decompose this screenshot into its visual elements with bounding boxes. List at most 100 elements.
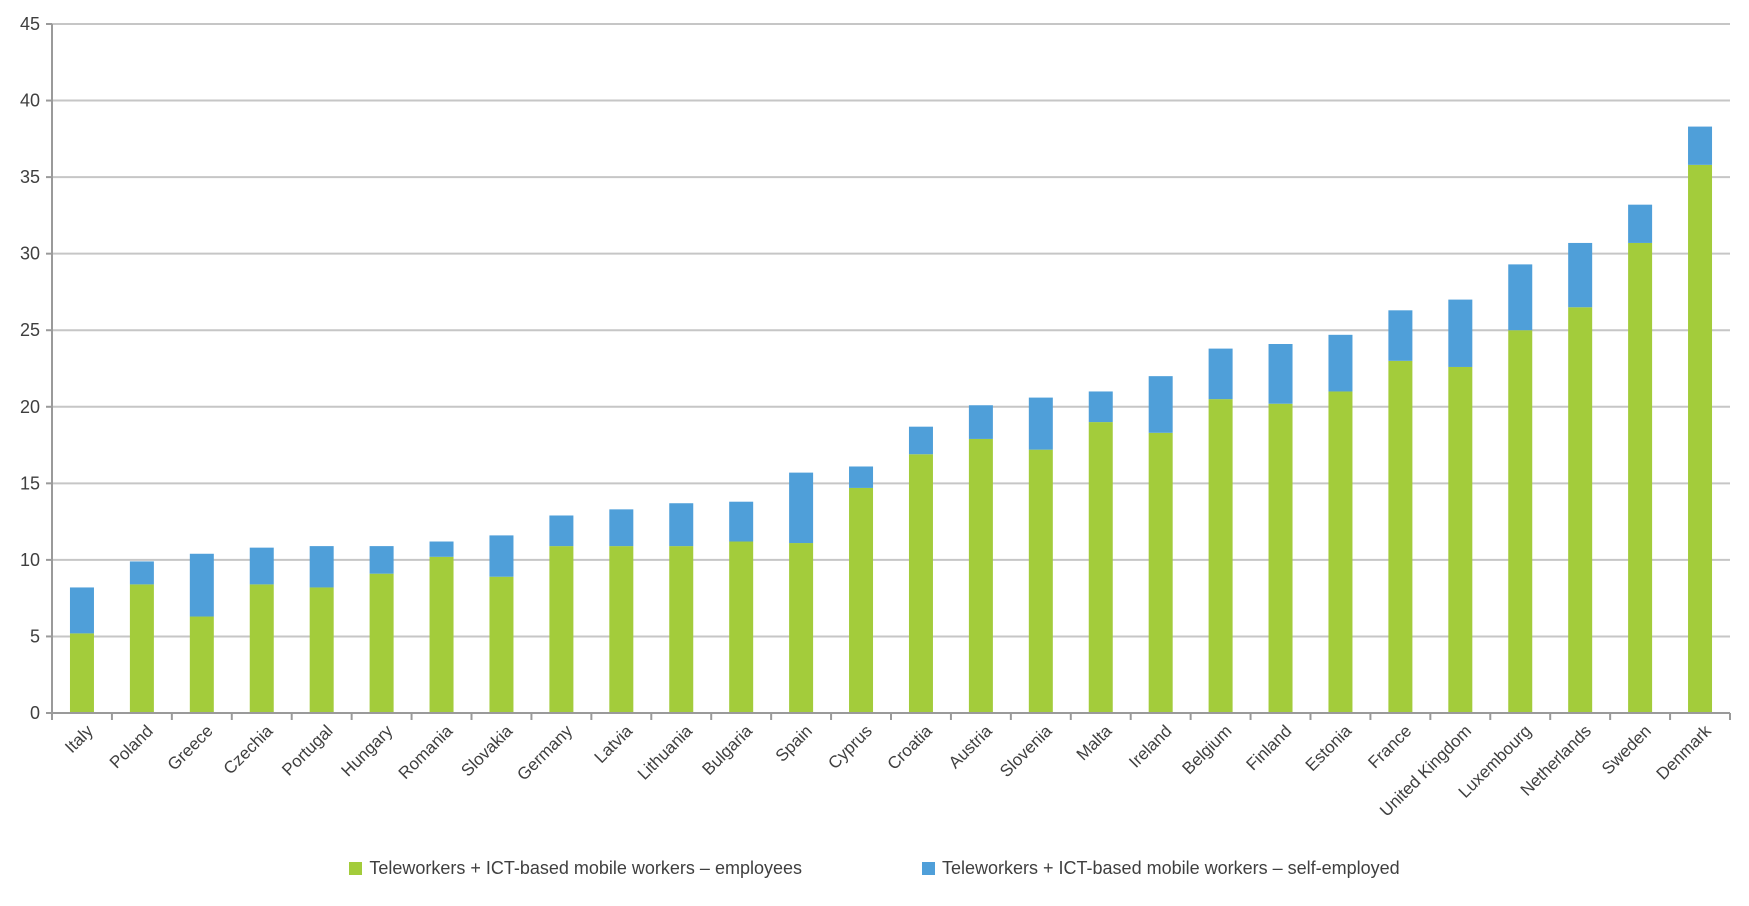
x-axis-label: Belgium bbox=[1179, 721, 1236, 778]
x-axis-label: Austria bbox=[945, 721, 996, 772]
bar-segment-employees bbox=[1148, 432, 1173, 713]
bar-segment-employees bbox=[1448, 366, 1473, 713]
x-axis-label: Cyprus bbox=[824, 721, 876, 773]
chart-area: 0 5 10 15 20 25 30 35 40 45 Italy Poland Greece Czech… bbox=[20, 14, 1731, 820]
bar-segment-self-employed bbox=[189, 553, 214, 617]
bar-segment-employees bbox=[1208, 399, 1233, 713]
bar-segment-self-employed bbox=[429, 541, 454, 557]
legend-label-employees: Teleworkers + ICT-based mobile workers –… bbox=[369, 857, 802, 878]
x-axis-label: Romania bbox=[395, 721, 457, 783]
legend-swatch-employees-icon bbox=[349, 861, 363, 875]
x-axis-label: Denmark bbox=[1653, 721, 1716, 784]
bar-segment-employees bbox=[309, 587, 334, 713]
bar-segment-employees bbox=[1688, 164, 1713, 713]
bar-segment-self-employed bbox=[489, 535, 514, 577]
chart-legend: Teleworkers + ICT-based mobile workers –… bbox=[0, 848, 1749, 888]
bar-segment-self-employed bbox=[309, 546, 334, 588]
bar-segment-employees bbox=[249, 584, 274, 713]
legend-item-employees: Teleworkers + ICT-based mobile workers –… bbox=[349, 858, 802, 879]
bar-segment-self-employed bbox=[1028, 397, 1053, 450]
bar-segment-employees bbox=[429, 556, 454, 713]
x-axis-label: Portugal bbox=[278, 721, 336, 779]
bar-segment-employees bbox=[849, 487, 874, 713]
x-axis-label: Lithuania bbox=[634, 721, 697, 784]
bar-segment-employees bbox=[1028, 449, 1053, 713]
bar-segment-employees bbox=[609, 546, 634, 713]
bar-segment-employees bbox=[908, 454, 933, 713]
legend-swatch-self-employed-icon bbox=[922, 861, 935, 875]
x-axis-label: Greece bbox=[164, 721, 217, 774]
x-axis-label: Bulgaria bbox=[698, 721, 756, 779]
bar-segment-self-employed bbox=[1508, 264, 1533, 331]
x-axis-label: Ireland bbox=[1125, 721, 1175, 771]
bar-segment-self-employed bbox=[908, 426, 933, 455]
bar-segment-employees bbox=[129, 584, 154, 713]
x-axis-label: Germany bbox=[513, 721, 576, 784]
y-axis-label: 30 bbox=[20, 244, 40, 264]
bar-segment-employees bbox=[669, 546, 694, 713]
bar-segment-employees bbox=[189, 616, 214, 713]
y-axis-label: 40 bbox=[20, 91, 40, 111]
bar-segment-self-employed bbox=[1688, 126, 1713, 165]
x-axis-label: Malta bbox=[1073, 721, 1116, 764]
y-axis-label: 45 bbox=[20, 14, 40, 34]
bar-segment-self-employed bbox=[1388, 310, 1413, 361]
y-axis-label: 5 bbox=[30, 626, 40, 646]
y-axis-label: 25 bbox=[20, 320, 40, 340]
x-axis-label: Finland bbox=[1242, 721, 1295, 774]
bar-segment-employees bbox=[1268, 403, 1293, 713]
y-axis-label: 10 bbox=[20, 550, 40, 570]
x-axis-label: Croatia bbox=[884, 721, 937, 774]
x-axis-label: Sweden bbox=[1598, 721, 1655, 778]
x-axis-label: Spain bbox=[772, 721, 816, 765]
y-axis-label: 20 bbox=[20, 397, 40, 417]
bar-segment-self-employed bbox=[789, 472, 814, 544]
bar-segment-employees bbox=[789, 543, 814, 713]
bar-segment-self-employed bbox=[1568, 242, 1593, 308]
y-axis-label: 15 bbox=[20, 473, 40, 493]
bar-segment-employees bbox=[729, 541, 754, 713]
bar-segment-employees bbox=[1328, 391, 1353, 713]
bar-segment-self-employed bbox=[1208, 348, 1233, 400]
bar-segment-employees bbox=[1508, 330, 1533, 713]
x-axis-label: Slovakia bbox=[457, 721, 516, 780]
bar-segment-employees bbox=[1388, 360, 1413, 713]
bar-segment-self-employed bbox=[549, 515, 574, 547]
legend-item-self-employed: Teleworkers + ICT-based mobile workers –… bbox=[922, 858, 1400, 879]
bar-segment-employees bbox=[489, 576, 514, 713]
bar-segment-employees bbox=[1088, 422, 1113, 713]
y-axis-label: 0 bbox=[30, 703, 40, 723]
bar-segment-employees bbox=[968, 438, 993, 713]
stacked-bar-chart: 0 5 10 15 20 25 30 35 40 45 Italy Poland Greece Czech… bbox=[20, 14, 1731, 820]
bar-segment-employees bbox=[369, 573, 394, 713]
legend-label-self-employed: Teleworkers + ICT-based mobile workers –… bbox=[942, 857, 1400, 878]
x-axis-label: France bbox=[1364, 721, 1415, 772]
bar-segment-self-employed bbox=[1088, 391, 1113, 423]
bar-segment-employees bbox=[69, 633, 94, 713]
bar-segment-self-employed bbox=[968, 405, 993, 439]
x-axis-label: Italy bbox=[61, 721, 97, 757]
bar-segment-self-employed bbox=[1268, 344, 1293, 404]
bar-segment-self-employed bbox=[609, 509, 634, 547]
bar-segment-self-employed bbox=[849, 466, 874, 488]
bar-segment-self-employed bbox=[69, 587, 94, 634]
x-axis-label: Czechia bbox=[220, 721, 277, 778]
y-axis-label: 35 bbox=[20, 167, 40, 187]
bar-segment-self-employed bbox=[669, 503, 694, 547]
bar-segment-self-employed bbox=[729, 501, 754, 542]
bar-segment-self-employed bbox=[249, 547, 274, 585]
bar-segment-self-employed bbox=[1448, 299, 1473, 367]
bar-segment-employees bbox=[1628, 242, 1653, 713]
bar-segment-self-employed bbox=[369, 546, 394, 574]
bar-segment-employees bbox=[1568, 307, 1593, 713]
bar-segment-self-employed bbox=[1148, 376, 1173, 433]
x-axis-label: Poland bbox=[106, 721, 157, 772]
bar-segment-self-employed bbox=[1328, 334, 1353, 392]
x-axis-label: Hungary bbox=[338, 721, 397, 780]
x-axis-label: Slovenia bbox=[996, 721, 1056, 781]
bar-segment-employees bbox=[549, 546, 574, 713]
bar-segment-self-employed bbox=[1628, 204, 1653, 243]
x-axis-label: Estonia bbox=[1302, 721, 1356, 775]
x-axis-label: Latvia bbox=[591, 721, 637, 767]
bar-segment-self-employed bbox=[129, 561, 154, 585]
